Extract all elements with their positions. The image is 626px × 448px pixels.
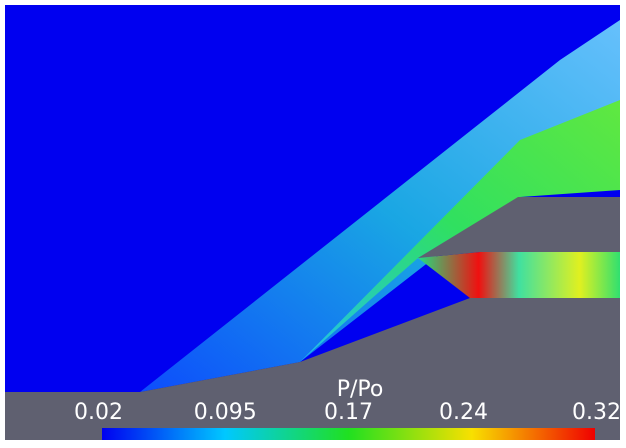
flow-visualization: P/Po 0.02 0.095 0.17 0.24 0.32 [0, 0, 626, 448]
colorbar-tick-label: 0.17 [324, 400, 373, 425]
colorbar-tick-label: 0.02 [74, 400, 123, 425]
colorbar-tick-label: 0.095 [194, 400, 257, 425]
colorbar-tick-label: 0.32 [572, 400, 621, 425]
colorbar-tick-label: 0.24 [439, 400, 488, 425]
colorbar-title: P/Po [337, 377, 384, 402]
colorbar [102, 428, 595, 440]
